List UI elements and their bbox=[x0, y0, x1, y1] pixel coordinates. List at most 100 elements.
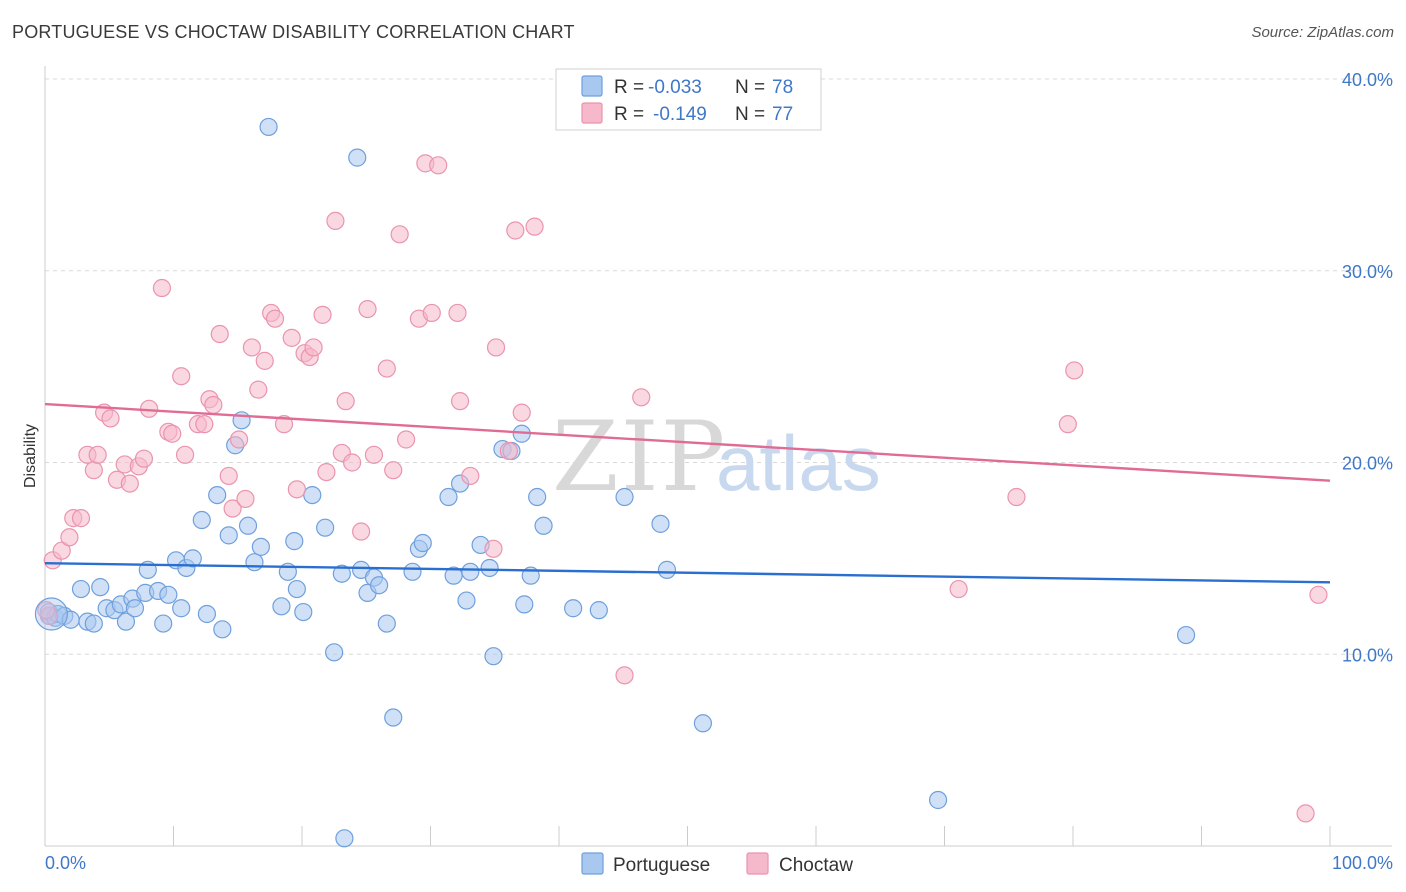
point-choctaw bbox=[484, 539, 503, 558]
point-choctaw bbox=[450, 392, 470, 411]
point-choctaw bbox=[384, 461, 403, 480]
trend-line-portuguese bbox=[44, 561, 1331, 584]
bottom-legend-label-portuguese: Portuguese bbox=[613, 855, 710, 876]
legend-n-label-portuguese: N = bbox=[735, 77, 765, 98]
chart-source: Source: ZipAtlas.com bbox=[1251, 24, 1394, 41]
legend-swatch-choctaw bbox=[581, 102, 603, 124]
point-portuguese bbox=[219, 526, 238, 545]
point-choctaw bbox=[326, 211, 345, 230]
point-portuguese bbox=[125, 599, 145, 618]
point-choctaw bbox=[84, 461, 103, 480]
point-choctaw bbox=[1065, 361, 1084, 380]
point-choctaw bbox=[255, 351, 274, 370]
point-choctaw bbox=[396, 430, 416, 449]
point-choctaw bbox=[37, 601, 56, 620]
point-choctaw bbox=[274, 415, 294, 434]
point-choctaw bbox=[172, 367, 191, 386]
point-portuguese bbox=[439, 487, 458, 507]
point-choctaw bbox=[377, 359, 396, 378]
point-portuguese bbox=[693, 714, 713, 733]
point-choctaw bbox=[52, 541, 71, 560]
point-choctaw bbox=[282, 328, 301, 347]
legend-r-value-portuguese: -0.033 bbox=[648, 77, 702, 98]
point-choctaw bbox=[343, 453, 362, 472]
point-choctaw bbox=[499, 441, 518, 461]
point-portuguese bbox=[116, 612, 136, 631]
point-portuguese bbox=[928, 790, 948, 810]
point-choctaw bbox=[1007, 487, 1026, 507]
point-portuguese bbox=[1176, 625, 1196, 645]
point-portuguese bbox=[335, 829, 354, 848]
point-choctaw bbox=[242, 338, 261, 357]
point-choctaw bbox=[210, 324, 229, 344]
trend-line-choctaw bbox=[44, 402, 1331, 482]
point-choctaw bbox=[358, 300, 377, 319]
point-portuguese bbox=[91, 578, 110, 597]
point-choctaw bbox=[223, 499, 242, 518]
point-choctaw bbox=[163, 424, 182, 443]
point-portuguese bbox=[197, 604, 217, 624]
point-portuguese bbox=[71, 579, 91, 599]
point-portuguese bbox=[651, 514, 670, 533]
watermark-atlas: atlas bbox=[716, 419, 881, 507]
point-choctaw bbox=[506, 221, 525, 240]
watermark-zip: ZIP bbox=[552, 401, 727, 513]
point-portuguese bbox=[172, 599, 191, 618]
axes bbox=[44, 66, 1392, 847]
point-portuguese bbox=[534, 516, 553, 535]
point-portuguese bbox=[294, 602, 313, 622]
point-portuguese bbox=[325, 643, 344, 662]
point-portuguese bbox=[192, 510, 211, 530]
point-choctaw bbox=[352, 522, 371, 541]
point-choctaw bbox=[949, 579, 968, 599]
series-choctaw bbox=[37, 154, 1328, 823]
bottom-legend-swatch-choctaw bbox=[746, 852, 769, 875]
series-portuguese bbox=[39, 117, 1196, 848]
point-choctaw bbox=[219, 466, 238, 486]
point-choctaw bbox=[60, 528, 79, 547]
y-tick-label: 20.0% bbox=[1342, 454, 1393, 474]
point-choctaw bbox=[512, 403, 531, 422]
point-portuguese bbox=[348, 148, 367, 167]
point-choctaw bbox=[486, 338, 506, 357]
point-portuguese bbox=[245, 553, 264, 572]
point-portuguese-cluster bbox=[34, 597, 69, 631]
legend-r-label-portuguese: R = bbox=[614, 77, 644, 98]
bottom-legend-swatch-portuguese bbox=[581, 852, 604, 875]
point-portuguese bbox=[154, 614, 173, 633]
point-portuguese bbox=[384, 708, 403, 727]
point-choctaw bbox=[461, 466, 480, 486]
point-portuguese bbox=[183, 549, 202, 568]
point-choctaw bbox=[175, 445, 195, 464]
point-choctaw bbox=[632, 388, 651, 407]
bottom-legend: Portuguese Choctaw bbox=[581, 852, 853, 876]
point-portuguese bbox=[272, 597, 291, 616]
point-portuguese bbox=[287, 579, 306, 599]
point-choctaw bbox=[71, 509, 91, 528]
trend-lines bbox=[44, 402, 1331, 584]
point-choctaw bbox=[249, 380, 268, 399]
point-choctaw bbox=[265, 309, 285, 328]
point-choctaw bbox=[1309, 585, 1328, 604]
point-portuguese bbox=[316, 518, 335, 537]
point-portuguese bbox=[332, 564, 351, 583]
legend-n-label-choctaw: N = bbox=[735, 104, 765, 125]
legend-n-value-choctaw: 77 bbox=[772, 104, 793, 125]
point-choctaw bbox=[304, 338, 323, 357]
point-portuguese bbox=[564, 599, 583, 618]
point-portuguese bbox=[403, 562, 422, 581]
point-portuguese bbox=[159, 585, 178, 604]
point-choctaw bbox=[317, 462, 336, 482]
point-portuguese bbox=[484, 647, 503, 666]
point-portuguese bbox=[657, 560, 677, 579]
point-portuguese bbox=[457, 591, 476, 610]
x-tick-label-start: 0.0% bbox=[45, 853, 86, 873]
point-portuguese bbox=[461, 562, 480, 581]
point-choctaw bbox=[134, 449, 154, 468]
legend-n-value-portuguese: 78 bbox=[772, 77, 793, 98]
data-points bbox=[34, 117, 1328, 848]
point-portuguese bbox=[285, 532, 304, 551]
point-choctaw bbox=[195, 415, 214, 434]
legend-swatch-portuguese bbox=[581, 75, 603, 97]
point-portuguese bbox=[480, 558, 499, 578]
